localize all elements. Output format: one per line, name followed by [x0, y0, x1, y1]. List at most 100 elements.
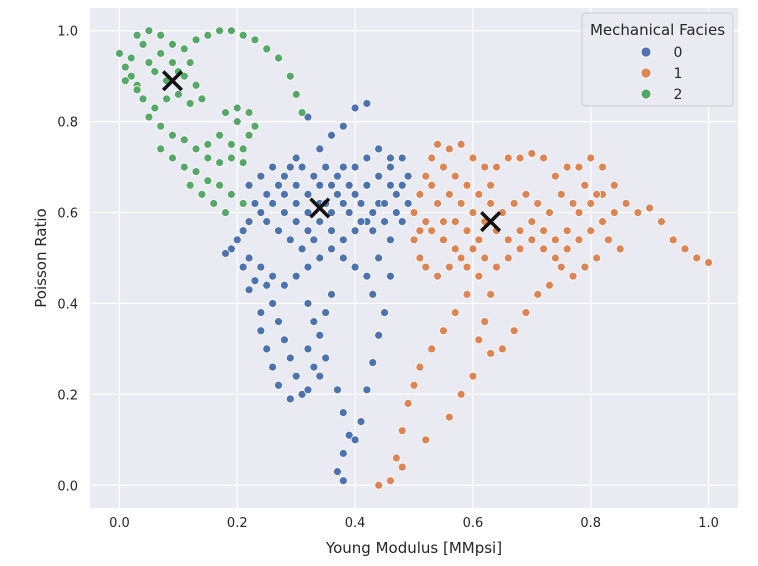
data-point: [380, 217, 389, 227]
data-point: [126, 53, 136, 63]
legend-item-1: 1: [640, 66, 683, 82]
data-point: [156, 30, 166, 40]
centroid-stroke: [161, 70, 183, 92]
data-point: [303, 226, 313, 236]
data-point: [503, 153, 513, 163]
data-point: [515, 153, 525, 163]
data-point: [215, 180, 225, 190]
series-2: [115, 26, 307, 217]
data-point: [250, 199, 260, 208]
data-point: [156, 144, 166, 154]
data-point: [462, 262, 472, 272]
data-point: [268, 362, 278, 372]
data-point: [374, 144, 384, 154]
data-point: [515, 226, 525, 236]
data-point: [592, 189, 602, 199]
data-point: [279, 208, 289, 217]
data-point: [550, 235, 560, 245]
data-point: [238, 199, 248, 208]
data-point: [191, 144, 201, 154]
data-point: [568, 199, 578, 208]
data-point: [268, 162, 278, 172]
legend-marker: [640, 46, 652, 58]
data-point: [232, 103, 242, 113]
data-point: [474, 335, 484, 345]
centroid-markers: [161, 70, 502, 233]
data-point: [327, 180, 336, 190]
data-point: [262, 217, 272, 227]
data-point: [350, 262, 360, 272]
centroid-stroke: [480, 211, 502, 233]
data-point: [456, 253, 466, 263]
data-point: [350, 162, 360, 172]
data-point: [309, 362, 319, 372]
data-point: [374, 480, 384, 490]
data-point: [333, 467, 342, 477]
data-point: [368, 289, 378, 299]
data-point: [309, 235, 319, 245]
data-point: [409, 208, 419, 217]
data-point: [226, 153, 236, 163]
legend-items: 0 1 2: [640, 45, 683, 103]
data-point: [704, 258, 713, 267]
data-point: [609, 208, 619, 217]
data-point: [256, 262, 266, 272]
data-point: [168, 58, 177, 67]
data-point: [397, 153, 407, 163]
data-point: [262, 44, 272, 54]
centroid-marker: [161, 70, 183, 92]
data-point: [415, 189, 425, 199]
data-point: [356, 217, 366, 227]
legend-item-0: 0: [640, 45, 682, 61]
data-point: [191, 35, 201, 45]
data-point: [250, 121, 260, 131]
data-point: [386, 235, 395, 245]
data-point: [256, 171, 266, 181]
data-point: [144, 58, 154, 67]
data-point: [256, 208, 266, 217]
data-point: [515, 244, 525, 254]
data-point: [191, 80, 201, 90]
data-point: [368, 226, 378, 236]
data-point: [545, 280, 554, 290]
data-point: [480, 162, 490, 172]
legend-label: 2: [674, 87, 683, 103]
data-point: [403, 171, 413, 181]
data-point: [462, 180, 472, 190]
data-point: [262, 344, 272, 354]
data-point: [291, 89, 301, 99]
data-point: [421, 435, 431, 445]
data-point: [191, 167, 201, 177]
data-point: [285, 235, 295, 245]
data-point: [456, 389, 466, 399]
data-point: [291, 180, 301, 190]
data-point: [285, 162, 295, 172]
data-point: [138, 94, 148, 104]
data-point: [338, 253, 348, 263]
data-point: [315, 144, 325, 154]
data-point: [344, 430, 354, 440]
data-point: [303, 208, 313, 217]
data-point: [162, 94, 171, 104]
data-point: [574, 208, 584, 217]
legend-label: 1: [674, 66, 683, 82]
data-point: [527, 235, 537, 245]
data-point: [397, 426, 407, 436]
data-point: [333, 385, 342, 395]
data-point: [556, 189, 566, 199]
data-point: [362, 385, 372, 395]
data-point: [480, 317, 490, 327]
series-0: [221, 99, 413, 486]
data-point: [444, 189, 454, 199]
data-point: [509, 199, 519, 208]
data-point: [344, 208, 354, 217]
data-point: [550, 253, 560, 263]
data-point: [433, 199, 442, 208]
data-point: [562, 226, 572, 236]
centroid-marker: [309, 197, 331, 219]
data-point: [362, 99, 372, 108]
data-point: [268, 271, 278, 281]
data-point: [333, 171, 342, 181]
y-tick-label: 0.2: [57, 388, 78, 403]
